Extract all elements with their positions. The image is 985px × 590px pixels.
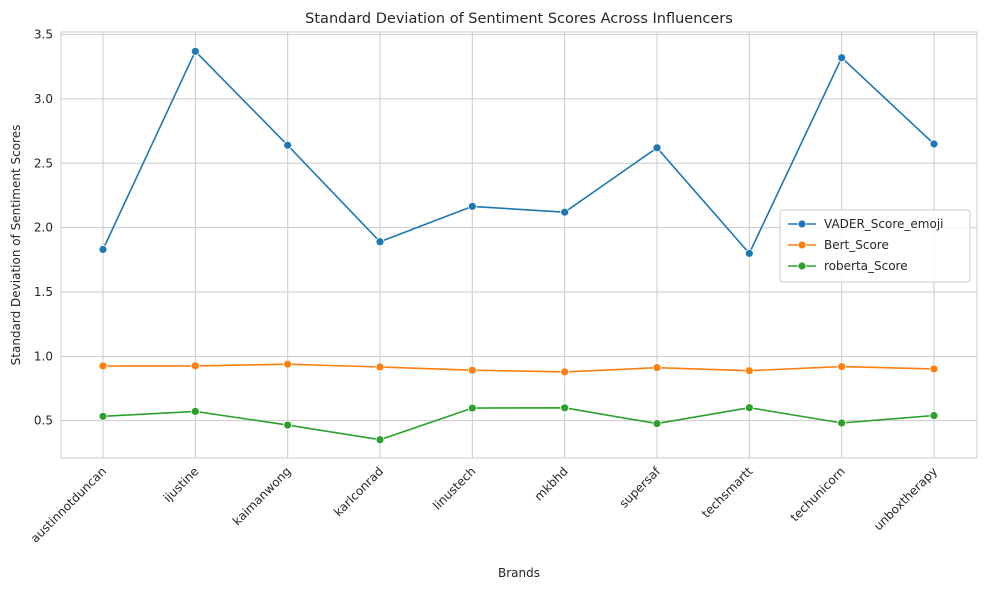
legend-swatch-marker [797,240,807,250]
data-point [837,418,847,428]
data-point [744,403,754,413]
y-tick-label: 3.0 [34,92,53,106]
data-point [652,363,662,373]
data-point [837,53,847,63]
series-line-VADER_Score_emoji [102,50,935,255]
legend-entry-label: VADER_Score_emoji [824,217,944,231]
data-point [929,411,939,420]
legend-swatch-marker [797,219,807,229]
y-tick-label: 3.5 [34,28,53,42]
y-tick-label: 2.5 [34,156,53,170]
plot-frame [60,31,978,459]
data-point [467,365,477,375]
data-point [652,143,662,153]
data-point [283,140,293,150]
data-point [560,403,570,413]
data-point [652,419,662,429]
legend-entry-label: roberta_Score [824,259,908,273]
legend-entry-label: Bert_Score [824,238,889,252]
data-point [929,364,939,374]
legend-swatch-marker [797,261,807,271]
data-point [98,411,108,421]
data-point [560,367,570,377]
y-tick-label: 1.0 [34,349,53,363]
y-tick-label: 2.0 [34,221,53,235]
data-point [744,248,754,258]
data-point [375,435,385,445]
data-point [283,359,293,369]
data-point [98,361,108,371]
series-line-roberta_Score [102,406,935,441]
data-point [375,237,385,247]
data-point [98,245,108,254]
y-tick-label: 1.5 [34,285,53,299]
data-point [560,207,570,217]
data-point [744,366,754,376]
data-point [283,420,293,430]
data-point [467,403,477,413]
data-point [837,362,847,372]
data-point [190,46,200,56]
legend-box [779,209,971,283]
data-point [929,139,939,149]
y-axis-label: Standard Deviation of Sentiment Scores [9,125,23,366]
data-point [467,201,477,211]
data-point [375,362,385,372]
data-point [190,407,200,416]
chart-title: Standard Deviation of Sentiment Scores A… [305,11,733,27]
data-point [190,361,200,371]
x-axis-label: Brands [498,566,540,580]
legend: VADER_Score_emoji Bert_Score roberta_Score [779,209,971,283]
series-line-Bert_Score [102,363,935,373]
y-tick-label: 0.5 [34,414,53,428]
